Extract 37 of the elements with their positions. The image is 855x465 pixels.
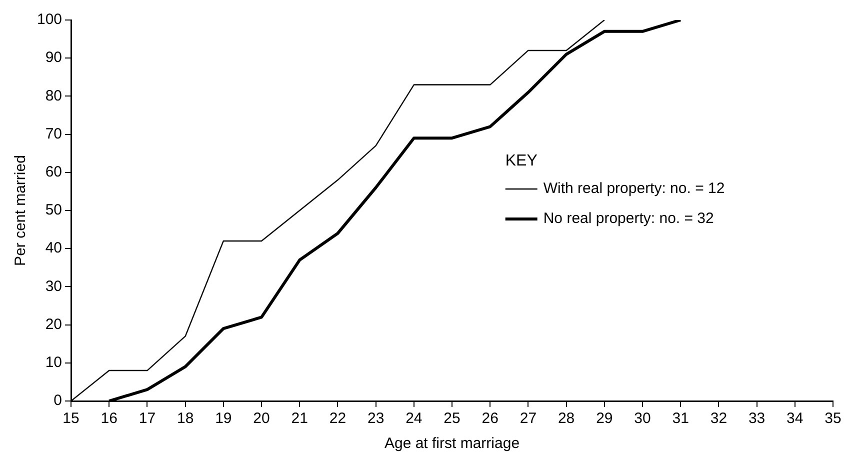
- y-tick-label: 0: [54, 392, 62, 410]
- x-tick-label: 30: [634, 410, 651, 428]
- legend-title: KEY: [505, 152, 538, 170]
- x-tick-label: 17: [138, 410, 156, 428]
- x-tick-label: 15: [62, 410, 80, 428]
- x-tick-label: 31: [672, 410, 689, 428]
- x-tick-label: 33: [748, 410, 766, 428]
- y-tick-label: 90: [45, 49, 62, 66]
- x-tick-label: 26: [482, 410, 498, 428]
- y-tick-label: 10: [45, 354, 62, 372]
- x-tick-label: 27: [520, 410, 537, 428]
- x-tick-label: 24: [406, 410, 422, 428]
- x-tick-label: 18: [176, 410, 194, 428]
- y-tick-label: 50: [45, 202, 62, 219]
- y-tick-label: 100: [36, 11, 62, 28]
- x-tick-label: 19: [215, 410, 232, 428]
- x-tick-label: 25: [444, 410, 460, 428]
- y-tick-label: 80: [45, 87, 62, 104]
- y-tick-label: 70: [45, 125, 62, 142]
- y-tick-label: 40: [45, 240, 62, 257]
- y-axis-title: Per cent married: [12, 155, 30, 266]
- x-tick-label: 23: [367, 410, 384, 428]
- x-tick-label: 29: [596, 410, 613, 428]
- x-tick-label: 34: [786, 410, 804, 428]
- y-tick-label: 60: [45, 164, 62, 181]
- y-tick-label: 20: [45, 316, 62, 333]
- x-tick-label: 22: [329, 410, 346, 428]
- x-tick-label: 28: [558, 410, 575, 428]
- x-tick-label: 32: [710, 410, 728, 428]
- legend-label: With real property: no. = 12: [543, 180, 725, 198]
- x-tick-label: 16: [100, 410, 118, 428]
- y-tick-label: 30: [45, 278, 62, 295]
- x-axis-title: Age at first marriage: [384, 435, 520, 452]
- x-tick-label: 21: [291, 410, 308, 428]
- x-tick-label: 20: [253, 410, 270, 428]
- legend-label: No real property: no. = 32: [543, 210, 714, 228]
- x-tick-label: 35: [824, 410, 842, 428]
